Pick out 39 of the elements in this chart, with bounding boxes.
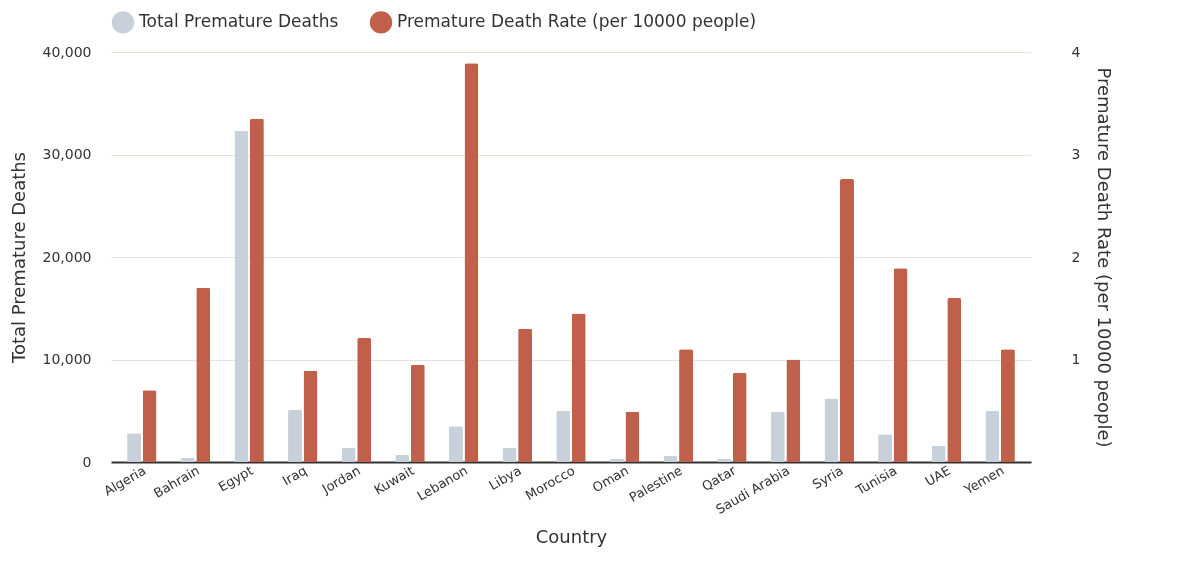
bar <box>878 434 893 462</box>
bar <box>625 411 640 462</box>
bar <box>840 179 854 462</box>
x-tick-label: UAE <box>922 462 954 490</box>
bar <box>142 390 157 462</box>
y-tick-label: 40,000 <box>42 43 92 60</box>
legend-label: Total Premature Deaths <box>138 11 339 32</box>
x-axis-title: Country <box>535 526 608 547</box>
bar <box>679 349 694 462</box>
bar <box>357 337 372 462</box>
bar <box>947 298 962 462</box>
bar <box>931 445 946 462</box>
bar <box>518 328 533 462</box>
y-tick-label: 20,000 <box>42 248 92 265</box>
y-tick-label: 0 <box>82 453 92 470</box>
bar <box>824 398 839 462</box>
y-tick-label: 10,000 <box>42 351 92 367</box>
x-tick-label: Libya <box>486 462 524 494</box>
y2-tick-label: 3 <box>1071 146 1081 162</box>
bar <box>502 447 517 462</box>
bar <box>893 268 908 462</box>
y-tick-label: 30,000 <box>42 146 92 162</box>
bar <box>341 447 356 462</box>
bar <box>464 63 479 462</box>
bar <box>448 426 463 462</box>
y2-axis-title: Premature Death Rate (per 10000 people) <box>1094 67 1116 448</box>
bar <box>196 287 211 462</box>
bar <box>732 372 747 462</box>
legend-label: Premature Death Rate (per 10000 people) <box>397 11 757 32</box>
x-tick-label: Iraq <box>279 462 310 489</box>
y2-tick-label: 4 <box>1071 43 1081 60</box>
y-axis-title: Total Premature Deaths <box>7 151 29 365</box>
y2-tick-label: 1 <box>1071 351 1081 367</box>
bar <box>410 364 425 462</box>
y2-tick-label: 2 <box>1071 248 1081 265</box>
bar <box>1000 349 1015 462</box>
x-tick-label: Syria <box>809 462 846 493</box>
bar <box>786 359 801 462</box>
bar <box>571 313 586 462</box>
